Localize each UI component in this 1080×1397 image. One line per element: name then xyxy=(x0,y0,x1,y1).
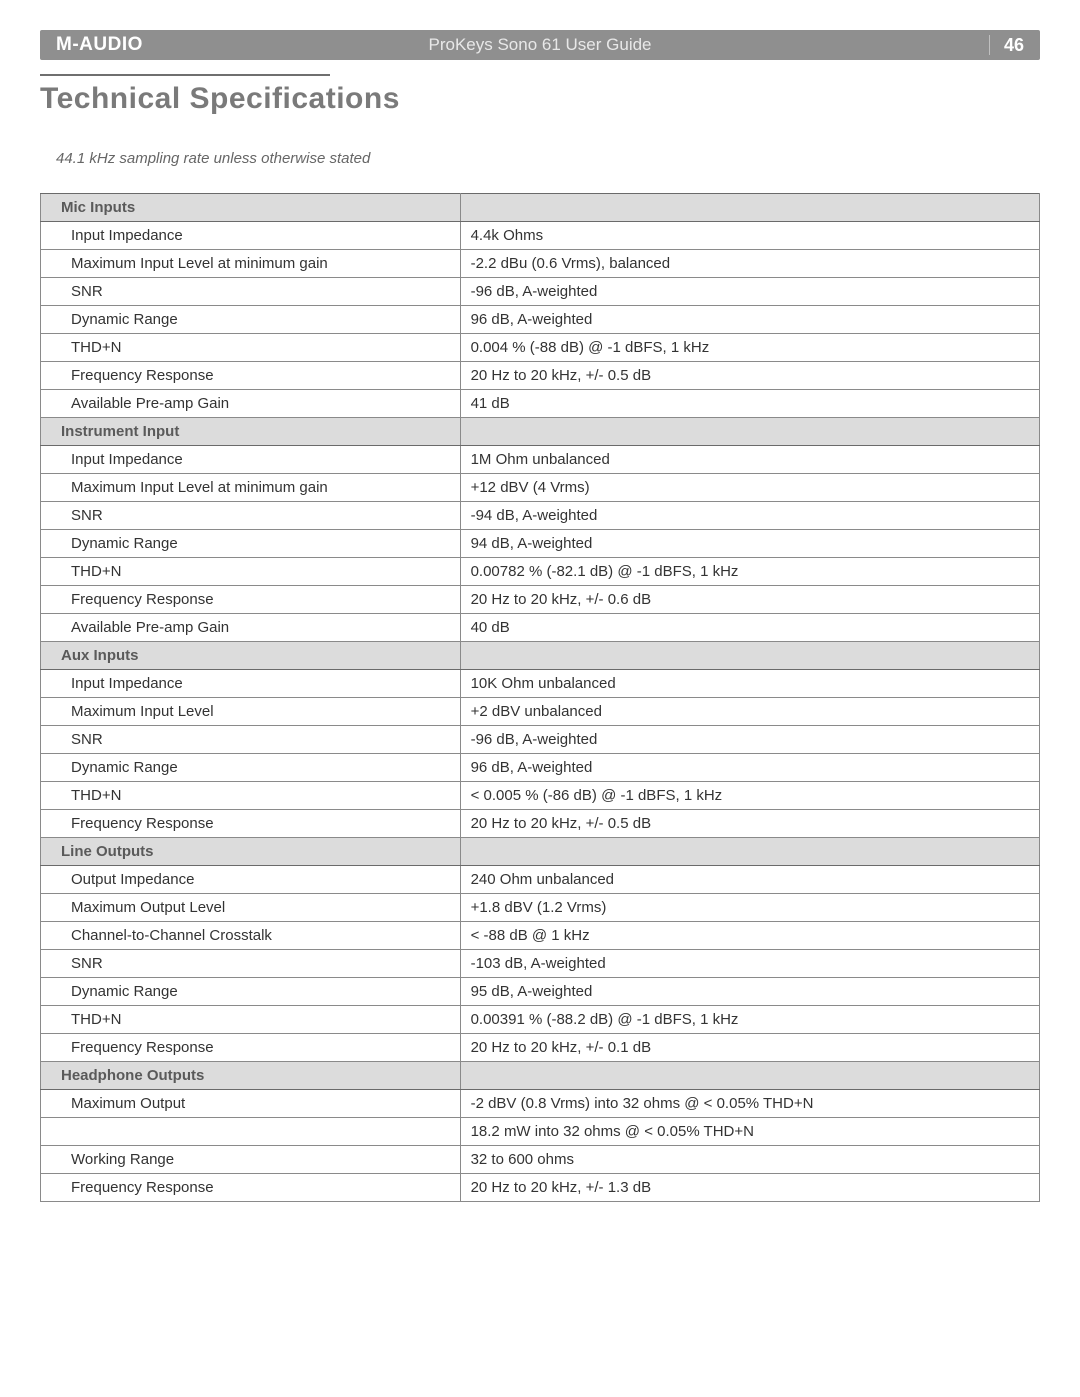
spec-value: 240 Ohm unbalanced xyxy=(460,866,1039,894)
spec-value: -2.2 dBu (0.6 Vrms), balanced xyxy=(460,250,1039,278)
spec-value: < 0.005 % (-86 dB) @ -1 dBFS, 1 kHz xyxy=(460,782,1039,810)
title-rule xyxy=(40,74,330,76)
spec-label: Frequency Response xyxy=(41,1034,461,1062)
spec-value: 20 Hz to 20 kHz, +/- 0.5 dB xyxy=(460,810,1039,838)
spec-section-heading: Aux Inputs xyxy=(41,642,461,670)
spec-value: 96 dB, A-weighted xyxy=(460,754,1039,782)
spec-value: 20 Hz to 20 kHz, +/- 1.3 dB xyxy=(460,1174,1039,1202)
spec-section-heading: Headphone Outputs xyxy=(41,1062,461,1090)
spec-label: Dynamic Range xyxy=(41,306,461,334)
spec-value: +1.8 dBV (1.2 Vrms) xyxy=(460,894,1039,922)
brand-logo: M-AUDIO xyxy=(56,34,143,56)
spec-label: Dynamic Range xyxy=(41,754,461,782)
spec-label: Frequency Response xyxy=(41,586,461,614)
spec-section-heading-blank xyxy=(460,418,1039,446)
spec-section-heading: Mic Inputs xyxy=(41,194,461,222)
spec-value: -94 dB, A-weighted xyxy=(460,502,1039,530)
spec-label: SNR xyxy=(41,502,461,530)
spec-value: 41 dB xyxy=(460,390,1039,418)
spec-value: +12 dBV (4 Vrms) xyxy=(460,474,1039,502)
spec-section-heading-blank xyxy=(460,838,1039,866)
page: M-AUDIO ProKeys Sono 61 User Guide 46 Te… xyxy=(0,0,1080,1232)
spec-label: THD+N xyxy=(41,334,461,362)
spec-label: Input Impedance xyxy=(41,670,461,698)
spec-value: +2 dBV unbalanced xyxy=(460,698,1039,726)
spec-section-heading-blank xyxy=(460,642,1039,670)
header-wrap: M-AUDIO ProKeys Sono 61 User Guide 46 xyxy=(40,30,1040,60)
spec-label xyxy=(41,1118,461,1146)
spec-value: 40 dB xyxy=(460,614,1039,642)
spec-section-heading-blank xyxy=(460,1062,1039,1090)
spec-label: THD+N xyxy=(41,558,461,586)
spec-value: -96 dB, A-weighted xyxy=(460,726,1039,754)
spec-section-heading: Line Outputs xyxy=(41,838,461,866)
spec-value: < -88 dB @ 1 kHz xyxy=(460,922,1039,950)
spec-label: Dynamic Range xyxy=(41,530,461,558)
header-bar: M-AUDIO ProKeys Sono 61 User Guide 46 xyxy=(40,30,1040,60)
spec-table: Mic InputsInput Impedance4.4k OhmsMaximu… xyxy=(40,193,1040,1202)
spec-section-heading-blank xyxy=(460,194,1039,222)
spec-value: 0.00391 % (-88.2 dB) @ -1 dBFS, 1 kHz xyxy=(460,1006,1039,1034)
spec-value: 10K Ohm unbalanced xyxy=(460,670,1039,698)
spec-value: 0.00782 % (-82.1 dB) @ -1 dBFS, 1 kHz xyxy=(460,558,1039,586)
spec-value: 32 to 600 ohms xyxy=(460,1146,1039,1174)
spec-value: 18.2 mW into 32 ohms @ < 0.05% THD+N xyxy=(460,1118,1039,1146)
spec-label: Channel-to-Channel Crosstalk xyxy=(41,922,461,950)
spec-label: Frequency Response xyxy=(41,362,461,390)
spec-value: 95 dB, A-weighted xyxy=(460,978,1039,1006)
spec-label: Dynamic Range xyxy=(41,978,461,1006)
spec-section-heading: Instrument Input xyxy=(41,418,461,446)
spec-label: Working Range xyxy=(41,1146,461,1174)
spec-value: 94 dB, A-weighted xyxy=(460,530,1039,558)
spec-value: -103 dB, A-weighted xyxy=(460,950,1039,978)
spec-label: SNR xyxy=(41,726,461,754)
spec-label: Frequency Response xyxy=(41,1174,461,1202)
spec-label: Maximum Input Level at minimum gain xyxy=(41,250,461,278)
spec-value: 20 Hz to 20 kHz, +/- 0.1 dB xyxy=(460,1034,1039,1062)
spec-value: -96 dB, A-weighted xyxy=(460,278,1039,306)
spec-value: 20 Hz to 20 kHz, +/- 0.5 dB xyxy=(460,362,1039,390)
spec-label: SNR xyxy=(41,278,461,306)
spec-label: Available Pre-amp Gain xyxy=(41,614,461,642)
spec-label: Maximum Output Level xyxy=(41,894,461,922)
spec-label: Input Impedance xyxy=(41,222,461,250)
spec-label: SNR xyxy=(41,950,461,978)
spec-label: Available Pre-amp Gain xyxy=(41,390,461,418)
page-number: 46 xyxy=(989,35,1024,55)
page-title: Technical Specifications xyxy=(40,82,1040,116)
spec-label: Maximum Output xyxy=(41,1090,461,1118)
sampling-note: 44.1 kHz sampling rate unless otherwise … xyxy=(56,150,1040,167)
spec-value: 1M Ohm unbalanced xyxy=(460,446,1039,474)
spec-label: Input Impedance xyxy=(41,446,461,474)
spec-value: 20 Hz to 20 kHz, +/- 0.6 dB xyxy=(460,586,1039,614)
spec-label: THD+N xyxy=(41,1006,461,1034)
spec-label: Frequency Response xyxy=(41,810,461,838)
spec-value: 4.4k Ohms xyxy=(460,222,1039,250)
spec-label: Output Impedance xyxy=(41,866,461,894)
spec-label: Maximum Input Level xyxy=(41,698,461,726)
spec-label: Maximum Input Level at minimum gain xyxy=(41,474,461,502)
spec-value: 96 dB, A-weighted xyxy=(460,306,1039,334)
spec-value: 0.004 % (-88 dB) @ -1 dBFS, 1 kHz xyxy=(460,334,1039,362)
spec-value: -2 dBV (0.8 Vrms) into 32 ohms @ < 0.05%… xyxy=(460,1090,1039,1118)
doc-title: ProKeys Sono 61 User Guide xyxy=(428,35,651,55)
spec-label: THD+N xyxy=(41,782,461,810)
